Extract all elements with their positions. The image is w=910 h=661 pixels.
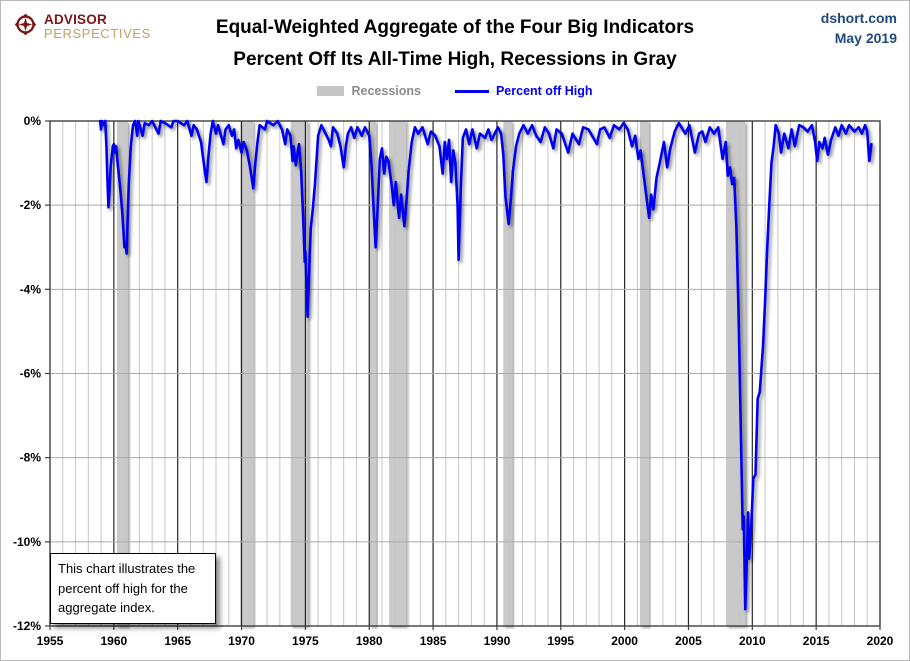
legend-item-percent-off-high: Percent off High <box>454 84 593 98</box>
x-tick-label: 2020 <box>867 634 894 648</box>
x-tick-label: 1970 <box>228 634 255 648</box>
x-tick-label: 2000 <box>611 634 638 648</box>
y-tick-label: -8% <box>20 451 42 465</box>
annotation-text: This chart illustrates the percent off h… <box>58 561 196 615</box>
x-tick-label: 2015 <box>803 634 830 648</box>
y-tick-label: -4% <box>20 282 42 296</box>
chart-legend: Recessions Percent off High <box>0 84 910 98</box>
chart-title-line2: Percent Off Its All-Time High, Recession… <box>233 49 677 71</box>
x-tick-label: 1955 <box>37 634 64 648</box>
brand-name-advisor: ADVISOR <box>44 12 107 28</box>
annotation-box: This chart illustrates the percent off h… <box>50 553 216 624</box>
percent-off-high-line <box>98 119 873 611</box>
x-tick-label: 1960 <box>100 634 127 648</box>
x-tick-label: 1980 <box>356 634 383 648</box>
source-site: dshort.com <box>820 10 897 26</box>
legend-series-label: Percent off High <box>495 84 593 98</box>
x-tick-label: 1965 <box>164 634 191 648</box>
x-tick-label: 1975 <box>292 634 319 648</box>
x-tick-label: 1995 <box>547 634 574 648</box>
advisor-perspectives-logo: ADVISOR PERSPECTIVES <box>12 11 151 43</box>
legend-recessions-label: Recessions <box>351 84 421 98</box>
x-tick-label: 1990 <box>484 634 511 648</box>
y-tick-label: -12% <box>13 619 41 633</box>
x-tick-label: 2010 <box>739 634 766 648</box>
y-tick-label: -10% <box>13 535 41 549</box>
source-date: May 2019 <box>834 29 897 46</box>
recession-swatch-icon <box>317 86 345 96</box>
source-attribution: dshort.com May 2019 <box>821 9 897 48</box>
y-tick-label: -2% <box>20 198 42 212</box>
chart-title: Equal-Weighted Aggregate of the Four Big… <box>120 12 790 77</box>
legend-item-recessions: Recessions <box>317 84 421 98</box>
y-tick-label: 0% <box>24 114 42 128</box>
x-tick-label: 2005 <box>675 634 702 648</box>
line-swatch-icon <box>454 89 489 93</box>
compass-rose-icon <box>12 11 39 43</box>
chart-title-line1: Equal-Weighted Aggregate of the Four Big… <box>215 17 695 38</box>
y-tick-label: -6% <box>20 367 42 381</box>
x-tick-label: 1985 <box>420 634 447 648</box>
brand-name-perspectives: PERSPECTIVES <box>44 26 151 42</box>
